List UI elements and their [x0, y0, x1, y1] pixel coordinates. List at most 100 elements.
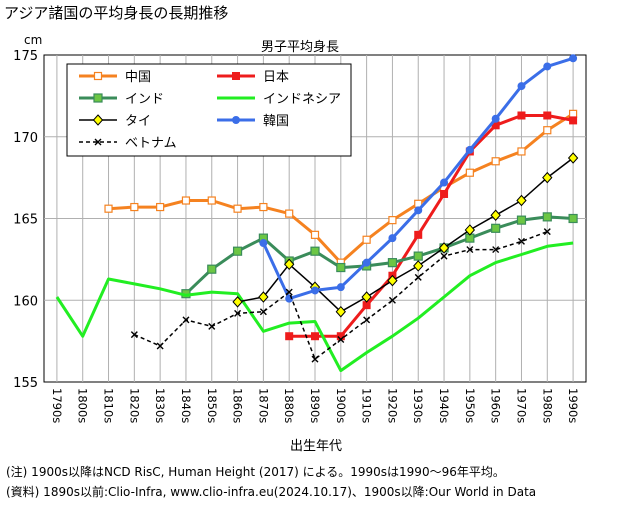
legend-marker-china	[93, 71, 103, 81]
legend-box	[66, 63, 352, 157]
data-point-india	[310, 246, 320, 256]
x-tick-label: 1860s	[231, 388, 245, 423]
page-title: アジア諸国の平均身長の長期推移	[4, 4, 229, 22]
legend-marker-thailand	[92, 114, 104, 126]
data-point-korea	[569, 54, 578, 63]
height-trend-chart: 155 160 165 170 175 1790s 1800s 1810s 1820s 1830s…	[13, 33, 587, 454]
legend-label-vietnam: ベトナム	[125, 136, 177, 151]
data-point-korea	[311, 286, 319, 295]
data-point-india	[232, 246, 243, 256]
y-tick-label: 175	[13, 49, 38, 64]
data-point-japan	[285, 332, 294, 341]
data-point-korea	[491, 114, 500, 123]
data-point-china	[543, 126, 552, 135]
series-layer	[55, 54, 579, 373]
series-line-indonesia	[55, 241, 574, 373]
data-point-india	[568, 213, 578, 224]
data-point-india	[207, 264, 217, 274]
x-tick-label: 1920s	[385, 388, 399, 423]
data-point-vietnam	[156, 342, 164, 350]
x-tick-label: 1890s	[308, 388, 322, 423]
data-point-india	[491, 223, 501, 233]
data-point-vietnam	[285, 288, 293, 296]
data-point-india	[542, 212, 552, 222]
x-tick-label: 1950s	[463, 388, 477, 423]
x-tick-label: 1810s	[102, 388, 116, 423]
data-point-korea	[362, 258, 371, 267]
series-line-japan	[289, 114, 574, 338]
data-point-china	[568, 109, 578, 118]
data-point-vietnam	[337, 335, 345, 343]
legend-marker-korea	[232, 116, 240, 124]
data-point-vietnam	[543, 228, 551, 236]
data-point-india	[516, 215, 527, 225]
data-point-china	[310, 230, 320, 239]
x-tick-label: 1900s	[334, 388, 348, 423]
data-point-japan	[569, 116, 578, 125]
tick-layer: 155 160 165 170 175 1790s 1800s 1810s 1820s 1830s…	[13, 49, 580, 423]
x-tick-label: 1820s	[127, 388, 141, 423]
data-point-japan	[543, 111, 552, 120]
data-point-vietnam	[517, 237, 525, 245]
note-text: (注) 1900s以降はNCD RisC, Human Height (2017…	[6, 465, 505, 479]
x-tick-label: 1960s	[489, 388, 503, 423]
data-point-china	[491, 157, 500, 166]
legend-label-thailand: タイ	[125, 114, 151, 129]
data-point-thailand	[567, 152, 579, 164]
data-point-china	[207, 196, 216, 205]
x-tick-label: 1840s	[179, 388, 193, 423]
notes: (注) 1900s以降はNCD RisC, Human Height (2017…	[6, 462, 536, 502]
data-point-thailand	[516, 194, 527, 207]
x-tick-label: 1910s	[360, 388, 374, 423]
data-point-vietnam	[414, 273, 422, 281]
legend-marker-vietnam	[94, 138, 102, 146]
legend-marker-japan	[232, 72, 240, 80]
data-point-china	[104, 204, 113, 213]
data-point-thailand	[284, 258, 295, 271]
data-point-thailand	[438, 242, 450, 254]
data-point-thailand	[232, 296, 243, 308]
legend-label-china: 中国	[125, 70, 151, 85]
chart-title: 男子平均身長	[261, 39, 339, 55]
legend-label-japan: 日本	[263, 70, 289, 85]
x-tick-label: 1850s	[205, 388, 219, 423]
legend-label-korea: 韓国	[263, 114, 289, 129]
data-point-japan	[517, 111, 526, 120]
x-tick-label: 1800s	[76, 388, 90, 423]
data-point-korea	[440, 178, 449, 187]
data-point-vietnam	[440, 252, 448, 260]
data-point-china	[233, 204, 242, 213]
x-tick-label: 1980s	[540, 388, 554, 423]
data-point-china	[181, 196, 191, 205]
data-point-china	[156, 202, 165, 212]
x-tick-label: 1870s	[256, 388, 270, 423]
data-point-china	[259, 202, 268, 212]
data-point-japan	[440, 189, 449, 198]
x-tick-label: 1830s	[153, 388, 167, 423]
data-point-korea	[336, 283, 345, 292]
data-point-korea	[259, 239, 268, 248]
data-point-thailand	[542, 171, 553, 184]
data-point-thailand	[258, 291, 269, 303]
data-point-india	[336, 262, 346, 273]
data-point-thailand	[464, 224, 476, 236]
x-tick-label: 1790s	[50, 388, 64, 423]
legend-marker-india	[93, 93, 103, 103]
data-point-korea	[414, 206, 423, 215]
source-text: (資料) 1890s以前:Clio-Infra, www.clio-infra.…	[6, 485, 537, 499]
data-point-vietnam	[492, 246, 500, 254]
data-point-thailand	[361, 291, 372, 303]
data-point-vietnam	[234, 309, 242, 317]
data-point-india	[387, 258, 398, 268]
data-point-china	[362, 235, 371, 244]
data-point-thailand	[413, 260, 424, 272]
data-point-vietnam	[259, 308, 267, 316]
legend-label-india: インド	[125, 92, 164, 107]
data-point-vietnam	[466, 246, 474, 254]
data-point-korea	[517, 82, 526, 91]
x-tick-label: 1990s	[566, 388, 580, 423]
data-point-china	[388, 216, 397, 225]
y-tick-label: 160	[13, 294, 38, 309]
data-point-vietnam	[363, 316, 371, 324]
x-axis-title: 出生年代	[290, 439, 342, 454]
